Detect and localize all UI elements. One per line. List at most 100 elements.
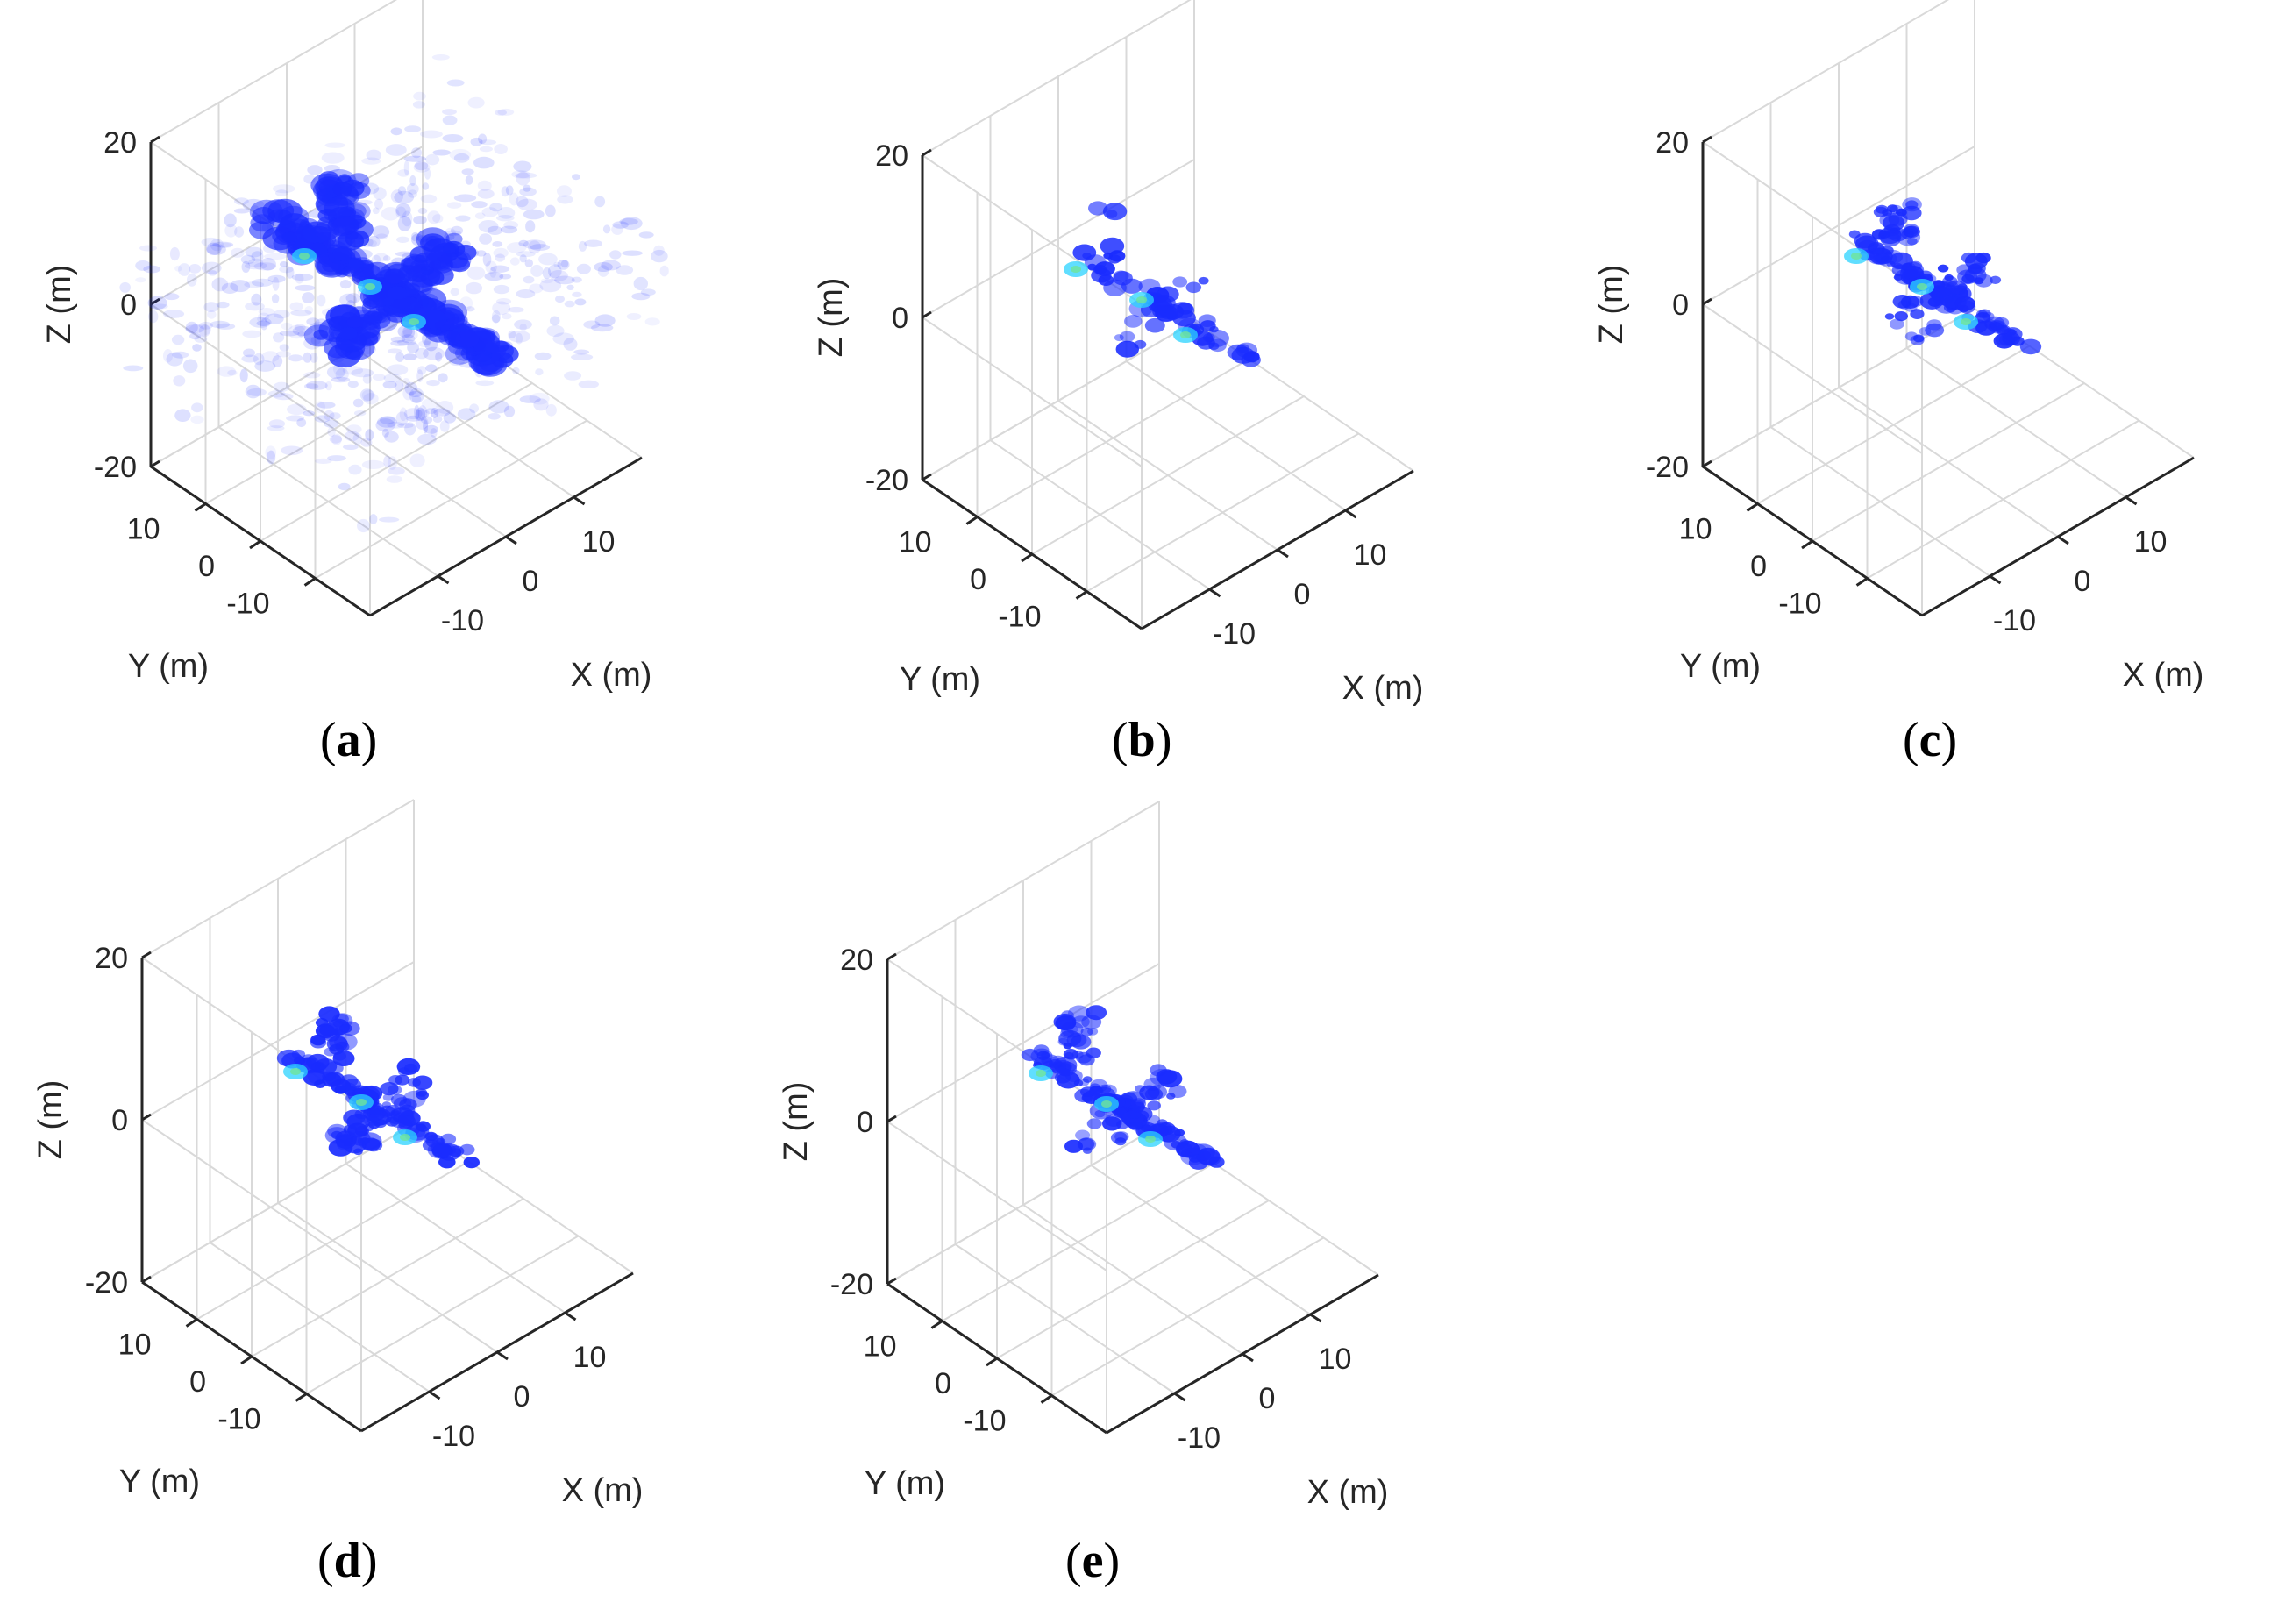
scatter-point bbox=[416, 1090, 429, 1100]
noise-point bbox=[390, 340, 409, 346]
noise-point bbox=[387, 456, 397, 470]
y-tick bbox=[1021, 552, 1033, 563]
noise-point bbox=[409, 391, 423, 397]
noise-point bbox=[523, 275, 535, 284]
scatter-point bbox=[1130, 1098, 1147, 1109]
z-tick-label: -20 bbox=[865, 464, 908, 497]
noise-point bbox=[534, 352, 552, 360]
noise-point bbox=[203, 302, 219, 312]
noise-point bbox=[201, 261, 222, 274]
noise-point bbox=[303, 410, 315, 417]
y-tick bbox=[1801, 539, 1813, 550]
noise-point bbox=[384, 431, 399, 443]
z-tick-label: 0 bbox=[892, 302, 908, 335]
noise-point bbox=[512, 367, 520, 374]
noise-point bbox=[466, 266, 486, 280]
scatter-point bbox=[459, 1143, 475, 1156]
x-tick-label: -10 bbox=[1993, 604, 2036, 637]
noise-point bbox=[417, 405, 428, 421]
noise-point bbox=[279, 344, 289, 352]
x-tick-labels: -10 0 10 bbox=[1208, 509, 1386, 651]
grid-wall-xz-h bbox=[922, 159, 1195, 318]
noise-point bbox=[404, 381, 418, 395]
noise-point bbox=[497, 108, 515, 116]
noise-point bbox=[539, 279, 562, 293]
noise-point bbox=[426, 380, 440, 387]
noise-point bbox=[413, 162, 431, 173]
grid-floor-x bbox=[1090, 1165, 1312, 1315]
scatter-point bbox=[424, 1131, 438, 1141]
noise-point bbox=[445, 230, 462, 237]
scatter-point bbox=[1904, 224, 1919, 235]
subplot-a: -20 0 20 -10 0 10 -10 0 10 Z (m) Y (m) X (m) bbox=[41, 0, 824, 807]
z-tick bbox=[1702, 135, 1712, 144]
scatter-point bbox=[1053, 1014, 1077, 1030]
grid-wall-yz-h bbox=[922, 317, 1143, 467]
noise-point bbox=[123, 365, 144, 372]
noise-point bbox=[303, 352, 312, 363]
scatter-point bbox=[423, 238, 456, 261]
scatter-point bbox=[1153, 295, 1176, 311]
z-tick bbox=[922, 310, 932, 319]
z-tick-label: -20 bbox=[85, 1266, 128, 1300]
noise-point bbox=[245, 246, 263, 258]
noise-point bbox=[514, 319, 532, 330]
grid-wall-xz-h bbox=[141, 799, 415, 958]
noise-point bbox=[338, 482, 351, 491]
noise-point bbox=[594, 262, 613, 272]
noise-point bbox=[631, 292, 651, 301]
scatter-point bbox=[1109, 250, 1126, 262]
y-tick-label: 0 bbox=[189, 1365, 206, 1399]
noise-point bbox=[516, 251, 536, 258]
noise-point bbox=[453, 153, 470, 163]
grid-floor-y bbox=[996, 1200, 1270, 1359]
noise-point bbox=[493, 247, 509, 258]
x-tick bbox=[505, 535, 517, 545]
noise-point bbox=[281, 322, 293, 331]
noise-point bbox=[450, 225, 464, 236]
scatter-point bbox=[1889, 318, 1904, 330]
scatter-point bbox=[436, 1137, 446, 1145]
scatter-point bbox=[1157, 1070, 1183, 1088]
noise-point bbox=[414, 404, 420, 420]
scatter-core-center bbox=[1136, 296, 1147, 303]
x-tick-label: 0 bbox=[523, 565, 539, 598]
scatter-point bbox=[310, 1061, 326, 1072]
scatter-point bbox=[1115, 340, 1139, 358]
scatter-point bbox=[1932, 280, 1946, 289]
scatter-point bbox=[1910, 309, 1925, 319]
subplot-d: -20 0 20 -10 0 10 -10 0 10 Z (m) Y (m) X (m) bbox=[32, 799, 815, 1622]
noise-point bbox=[433, 408, 451, 417]
scatter-point bbox=[1937, 264, 1949, 273]
scatter-point bbox=[1082, 1147, 1093, 1154]
noise-point bbox=[329, 412, 341, 420]
noise-point bbox=[257, 316, 265, 323]
noise-point bbox=[353, 410, 367, 417]
noise-point bbox=[402, 378, 411, 388]
noise-point bbox=[424, 424, 438, 434]
noise-point bbox=[515, 332, 523, 345]
scatter-point bbox=[380, 1082, 399, 1096]
scatter-point bbox=[405, 283, 421, 295]
scatter-point bbox=[1171, 1141, 1182, 1149]
noise-point bbox=[331, 433, 342, 445]
scatter-point bbox=[329, 1043, 345, 1055]
scatter-point bbox=[314, 1079, 326, 1088]
noise-point bbox=[609, 250, 622, 260]
noise-point bbox=[519, 187, 537, 196]
y-tick bbox=[1855, 577, 1869, 587]
noise-point bbox=[530, 244, 551, 251]
noise-point bbox=[143, 265, 161, 274]
scatter-core-center bbox=[409, 318, 419, 325]
noise-point bbox=[457, 408, 476, 421]
scatter-point bbox=[1081, 1093, 1094, 1103]
noise-point bbox=[557, 260, 570, 270]
noise-point bbox=[397, 186, 407, 196]
scatter-point bbox=[332, 216, 359, 235]
scatter-point bbox=[339, 1074, 359, 1088]
y-tick-label: 0 bbox=[1750, 550, 1767, 583]
scatter-point bbox=[335, 1134, 357, 1149]
noise-point bbox=[495, 110, 507, 116]
noise-point bbox=[394, 190, 415, 204]
z-tick-label: 20 bbox=[95, 942, 128, 975]
